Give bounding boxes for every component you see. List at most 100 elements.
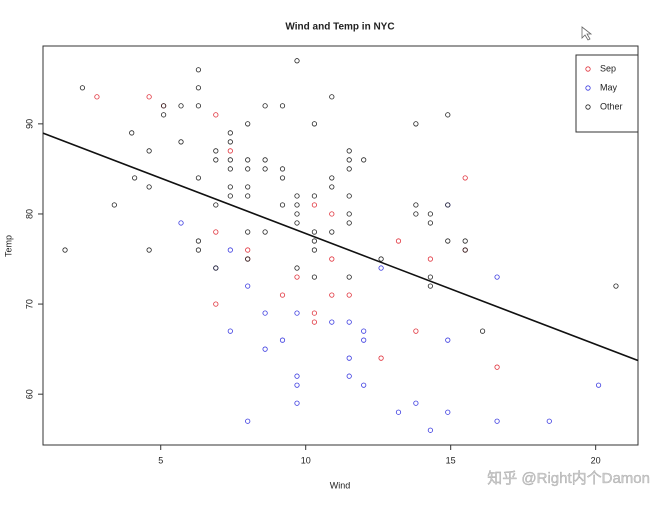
point: [195, 103, 202, 109]
point: [346, 166, 352, 172]
point: [329, 319, 335, 325]
point: [213, 148, 219, 154]
point: [94, 94, 100, 100]
legend-label: Other: [600, 101, 623, 111]
x-tick-label: 20: [591, 455, 601, 465]
point: [245, 184, 251, 190]
point: [213, 301, 219, 307]
point: [311, 121, 318, 127]
legend-marker: [585, 85, 591, 91]
point: [279, 103, 286, 109]
point: [213, 157, 219, 163]
y-axis-label: Temp: [3, 235, 13, 257]
point: [195, 175, 202, 181]
point: [213, 112, 219, 118]
point: [213, 265, 219, 271]
point: [294, 58, 300, 64]
point: [311, 274, 318, 280]
x-tick-label: 5: [158, 455, 163, 465]
point: [311, 310, 318, 316]
point: [227, 166, 233, 172]
point: [279, 166, 286, 172]
point: [445, 202, 451, 208]
point: [361, 157, 367, 163]
y-tick-label: 70: [24, 299, 34, 309]
point: [413, 121, 419, 127]
point: [262, 346, 268, 352]
point: [294, 211, 300, 217]
point: [146, 94, 152, 100]
point: [132, 175, 138, 181]
point: [346, 274, 352, 280]
point: [413, 400, 419, 406]
point: [311, 319, 318, 325]
point: [613, 283, 619, 289]
point: [329, 94, 335, 100]
point: [245, 121, 251, 127]
point: [262, 310, 268, 316]
point: [346, 157, 352, 163]
plot-frame: [42, 45, 639, 446]
point: [279, 292, 286, 298]
point: [245, 247, 251, 253]
point: [346, 193, 352, 199]
point: [227, 130, 233, 136]
point: [494, 364, 500, 370]
point: [413, 211, 419, 217]
point: [294, 274, 300, 280]
point: [178, 220, 184, 226]
point: [262, 157, 268, 163]
point: [227, 139, 233, 145]
point: [245, 283, 251, 289]
point: [378, 265, 384, 271]
point: [311, 247, 318, 253]
point: [413, 328, 419, 334]
point: [346, 319, 352, 325]
point: [445, 112, 451, 118]
point: [311, 193, 318, 199]
point: [294, 202, 300, 208]
point: [361, 328, 367, 334]
point: [462, 175, 468, 181]
point: [329, 292, 335, 298]
point: [161, 103, 167, 109]
point: [361, 337, 367, 343]
point: [129, 130, 135, 136]
point: [378, 355, 384, 361]
point: [195, 238, 202, 244]
point: [227, 193, 233, 199]
point: [279, 202, 286, 208]
point: [546, 418, 552, 424]
point: [445, 409, 451, 415]
point: [395, 409, 402, 415]
point: [445, 337, 451, 343]
point: [294, 310, 300, 316]
point: [213, 202, 219, 208]
chart-title: Wind and Temp in NYC: [285, 22, 394, 33]
point: [195, 85, 202, 91]
point: [346, 373, 352, 379]
point: [427, 211, 433, 217]
point: [279, 175, 286, 181]
x-tick-label: 10: [301, 455, 311, 465]
point: [294, 382, 300, 388]
point: [245, 229, 251, 235]
point: [494, 418, 500, 424]
point: [462, 247, 468, 253]
point: [294, 400, 300, 406]
point: [178, 103, 184, 109]
point: [245, 157, 251, 163]
point: [79, 85, 86, 91]
point: [329, 175, 335, 181]
point: [146, 247, 152, 253]
point: [146, 148, 152, 154]
point: [494, 274, 500, 280]
point: [445, 238, 451, 244]
point: [195, 67, 202, 73]
point: [329, 256, 335, 262]
y-tick-label: 80: [24, 209, 34, 219]
y-tick-label: 60: [24, 389, 34, 399]
point: [311, 238, 318, 244]
